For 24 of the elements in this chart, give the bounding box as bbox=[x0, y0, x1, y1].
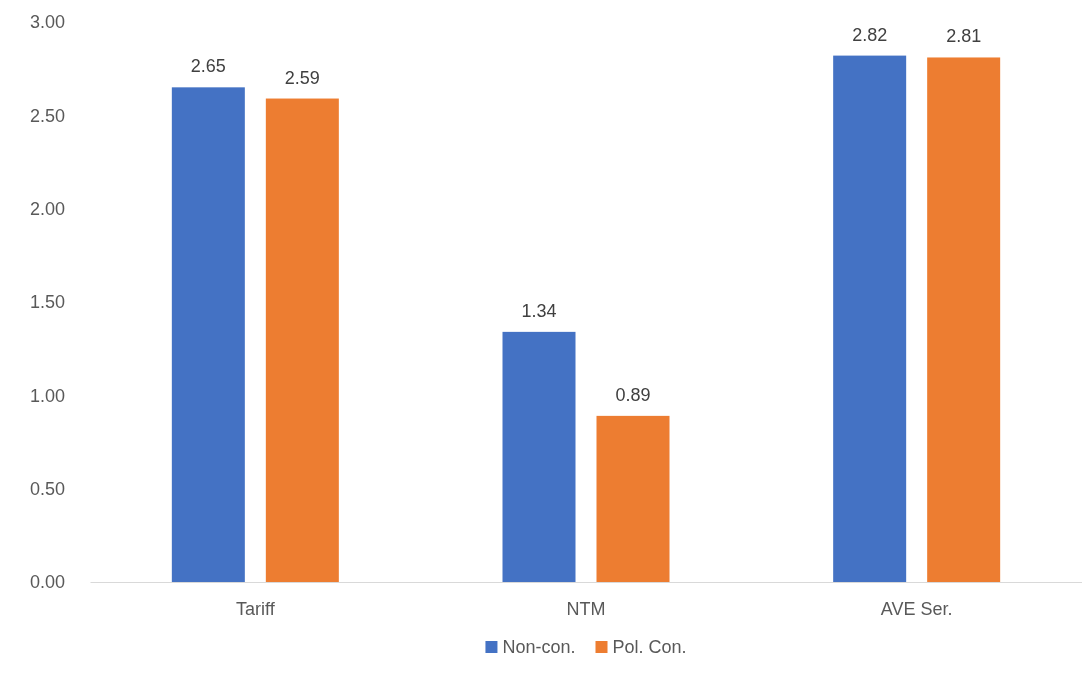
legend-label: Non-con. bbox=[502, 637, 576, 657]
data-label: 2.81 bbox=[946, 26, 982, 47]
bar bbox=[596, 415, 670, 582]
y-tick-label: 2.50 bbox=[29, 105, 65, 126]
legend-label: Pol. Con. bbox=[612, 637, 687, 657]
y-tick-label: 0.50 bbox=[29, 478, 65, 499]
x-tick-label: NTM bbox=[566, 598, 606, 619]
bar bbox=[833, 55, 907, 582]
bar bbox=[927, 57, 1001, 582]
y-tick-label: 1.00 bbox=[29, 385, 65, 406]
bar bbox=[265, 98, 339, 582]
bar bbox=[502, 331, 576, 582]
y-tick-label: 2.00 bbox=[29, 198, 65, 219]
bar bbox=[171, 87, 245, 582]
y-tick-label: 1.50 bbox=[29, 292, 65, 313]
data-label: 0.89 bbox=[615, 384, 651, 405]
data-label: 1.34 bbox=[521, 300, 557, 321]
x-tick-label: AVE Ser. bbox=[880, 598, 953, 619]
x-tick-label: Tariff bbox=[235, 598, 276, 619]
y-tick-label: 0.00 bbox=[29, 572, 65, 593]
data-label: 2.82 bbox=[852, 24, 888, 45]
y-tick-label: 3.00 bbox=[29, 12, 65, 33]
data-label: 2.59 bbox=[284, 67, 320, 88]
data-label: 2.65 bbox=[190, 56, 226, 77]
